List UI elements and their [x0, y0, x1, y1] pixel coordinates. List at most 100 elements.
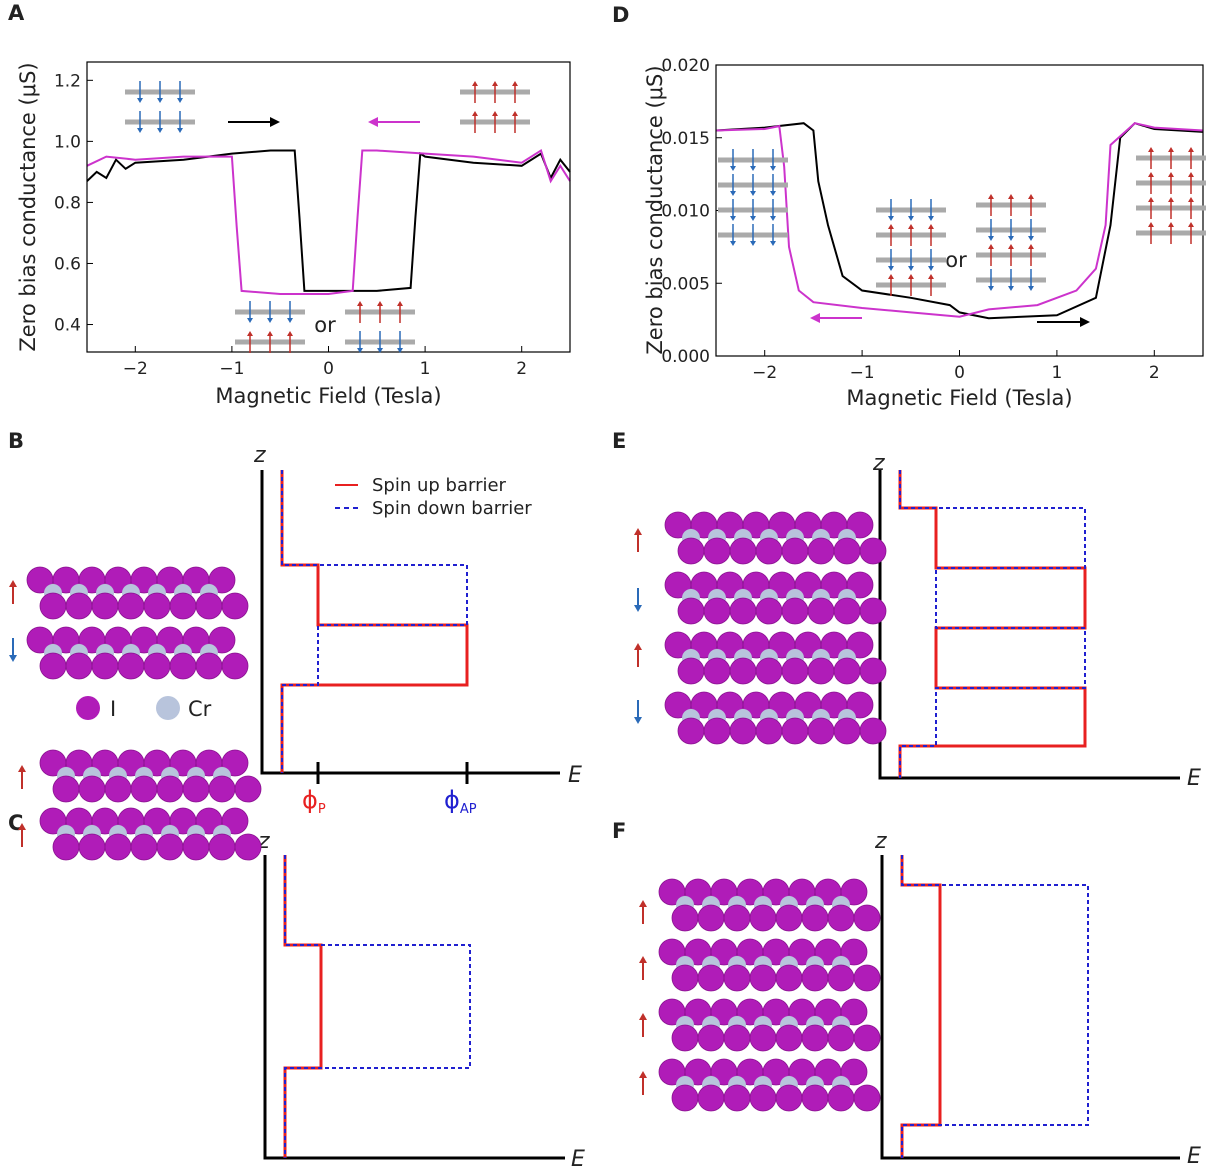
iodine-atom	[52, 833, 80, 861]
series-line	[715, 122, 1204, 318]
iodine-atom	[859, 537, 887, 565]
iodine-atom	[807, 537, 835, 565]
iodine-atom	[671, 904, 699, 932]
y-axis-label: Zero bias conductance (μS)	[16, 62, 40, 351]
y-tick-label: 1.2	[54, 71, 81, 91]
phi-symbol: ϕ	[444, 786, 460, 814]
spin-arrowhead	[1188, 172, 1194, 177]
iodine-atom	[827, 964, 855, 992]
y-tick-label: 0.010	[661, 202, 710, 222]
iodine-atom	[749, 904, 777, 932]
plot-frame	[86, 61, 571, 353]
iodine-atom	[677, 657, 705, 685]
iodine-atom	[833, 597, 861, 625]
layer-spin-head	[634, 528, 642, 535]
y-tick-label: 0.6	[54, 254, 81, 274]
spin-arrowhead	[267, 318, 273, 323]
iodine-atom	[840, 998, 868, 1026]
x-tick-label: −2	[123, 359, 148, 379]
spin-arrowhead	[988, 194, 994, 199]
iodine-atom	[78, 833, 106, 861]
spin-arrowhead	[1188, 222, 1194, 227]
iodine-atom	[846, 631, 874, 659]
iodine-atom	[221, 592, 249, 620]
iodine-atom	[208, 833, 236, 861]
spin-down-barrier	[899, 470, 1086, 778]
series-line	[86, 149, 571, 292]
iodine-atom	[143, 592, 171, 620]
iodine-atom	[781, 597, 809, 625]
spin-arrowhead	[928, 266, 934, 271]
iodine-atom	[846, 571, 874, 599]
layer-spin-head	[634, 605, 642, 612]
iodine-atom	[234, 833, 262, 861]
spin-up-barrier	[898, 470, 1087, 778]
z-label: z	[872, 451, 885, 476]
iodine-atom	[39, 652, 67, 680]
barrier-plots	[260, 470, 1180, 1160]
z-label: z	[253, 443, 266, 468]
x-tick-label: 2	[516, 359, 527, 379]
spin-arrowhead	[1168, 222, 1174, 227]
annotation: or	[945, 248, 967, 272]
y-tick-label: 0.005	[661, 274, 710, 294]
spin-arrowhead	[287, 331, 293, 336]
iodine-atom	[195, 652, 223, 680]
phi-p: ϕP	[302, 786, 326, 817]
layer-spin-head	[639, 956, 647, 963]
iodine-atom	[807, 717, 835, 745]
iodine-atom	[729, 657, 757, 685]
iodine-atom	[749, 1024, 777, 1052]
iodine-atom	[807, 657, 835, 685]
iodine-atom	[755, 717, 783, 745]
iodine-atom	[677, 717, 705, 745]
spin-arrowhead	[472, 111, 478, 116]
iodine-atom	[91, 652, 119, 680]
iodine-atom	[846, 511, 874, 539]
phi-ap: ϕAP	[444, 786, 477, 817]
iodine-atom	[859, 657, 887, 685]
iodine-atom	[671, 1024, 699, 1052]
y-axis-label: Zero bias conductance (μS)	[643, 65, 667, 354]
iodine-atom	[723, 904, 751, 932]
spin-arrowhead	[888, 216, 894, 221]
iodine-atom	[697, 1084, 725, 1112]
iodine-atom	[671, 1084, 699, 1112]
iodine-atom	[208, 566, 236, 594]
spin-arrowhead	[1148, 222, 1154, 227]
spin-arrowhead	[730, 241, 736, 246]
spin-arrowhead	[908, 224, 914, 229]
iodine-atom	[801, 1024, 829, 1052]
iodine-atom	[65, 652, 93, 680]
sweep-arrowhead	[270, 117, 280, 127]
iodine-atom	[91, 592, 119, 620]
iodine-atom	[221, 652, 249, 680]
iodine-atom	[52, 775, 80, 803]
spin-arrowhead	[1168, 172, 1174, 177]
spin-arrowhead	[750, 216, 756, 221]
iodine-atom	[827, 1024, 855, 1052]
spin-arrowhead	[357, 348, 363, 353]
iodine-atom	[801, 964, 829, 992]
layer-spin-head	[9, 580, 17, 587]
iodine-atom	[169, 592, 197, 620]
spin-arrowhead	[1148, 197, 1154, 202]
iodine-atom	[78, 775, 106, 803]
iodine-atom	[677, 597, 705, 625]
spin-arrowhead	[730, 191, 736, 196]
spin-arrowhead	[1028, 194, 1034, 199]
y-tick-label: 0.4	[54, 316, 81, 336]
spin-arrowhead	[988, 244, 994, 249]
sweep-arrowhead	[810, 313, 820, 323]
spin-arrowhead	[908, 266, 914, 271]
spin-arrowhead	[1188, 147, 1194, 152]
spin-arrowhead	[357, 301, 363, 306]
spin-arrowhead	[770, 241, 776, 246]
atom-legend-cr	[156, 696, 180, 720]
iodine-atom	[840, 938, 868, 966]
iodine-atom	[729, 537, 757, 565]
spin-arrowhead	[730, 216, 736, 221]
spin-arrowhead	[988, 286, 994, 291]
spin-arrowhead	[750, 191, 756, 196]
phi-sub: P	[318, 802, 326, 817]
